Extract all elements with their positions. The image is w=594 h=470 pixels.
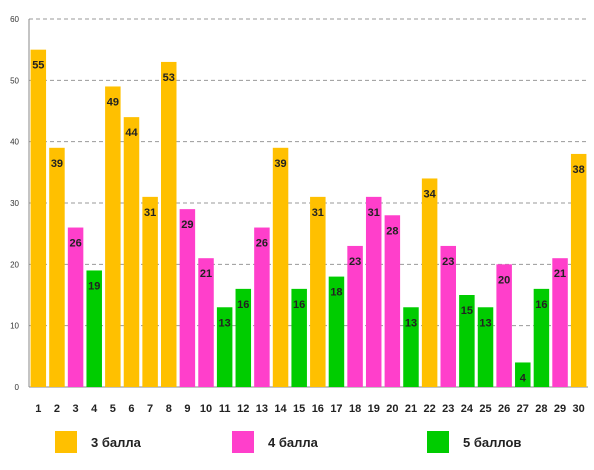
data-label: 21 — [554, 268, 566, 280]
data-label: 44 — [125, 127, 138, 139]
data-label: 31 — [144, 207, 156, 219]
legend-swatch-5 — [427, 431, 449, 453]
y-tick-label: 10 — [10, 322, 19, 331]
x-tick-label: 22 — [423, 403, 435, 415]
x-tick-label: 6 — [128, 403, 134, 415]
x-tick-label: 2 — [54, 403, 60, 415]
data-label: 29 — [181, 219, 193, 231]
legend-item-5: 5 баллов — [427, 430, 521, 454]
data-label: 34 — [423, 188, 436, 200]
x-tick-label: 26 — [498, 403, 510, 415]
x-tick-label: 29 — [554, 403, 566, 415]
bar — [105, 86, 121, 387]
x-tick-label: 11 — [219, 403, 231, 415]
legend-label-5: 5 баллов — [463, 435, 521, 450]
data-label: 26 — [69, 238, 81, 250]
x-tick-label: 28 — [535, 403, 547, 415]
bar — [161, 62, 177, 387]
data-label: 15 — [461, 305, 473, 317]
legend-item-3: 3 балла — [55, 430, 141, 454]
x-tick-label: 23 — [442, 403, 454, 415]
legend-swatch-4 — [232, 431, 254, 453]
x-tick-label: 24 — [461, 403, 474, 415]
x-tick-label: 9 — [184, 403, 190, 415]
data-label: 23 — [442, 256, 454, 268]
data-label: 26 — [256, 238, 268, 250]
bar — [142, 197, 158, 387]
x-tick-label: 20 — [386, 403, 398, 415]
x-tick-label: 3 — [73, 403, 79, 415]
legend-label-3: 3 балла — [91, 435, 141, 450]
data-label: 13 — [405, 317, 417, 329]
data-label: 28 — [386, 225, 398, 237]
legend-item-4: 4 балла — [232, 430, 318, 454]
x-tick-label: 7 — [147, 403, 153, 415]
x-axis-ticks: 1 2 3 4 5 6 7 8 9 10 11 12 13 14 15 16 17 18 19 20 21 22 23 24 2… — [35, 403, 585, 415]
x-tick-label: 12 — [237, 403, 249, 415]
x-tick-label: 13 — [256, 403, 268, 415]
x-tick-label: 21 — [405, 403, 417, 415]
data-label: 19 — [88, 280, 100, 292]
x-tick-label: 4 — [91, 403, 98, 415]
bar — [366, 197, 382, 387]
bar — [124, 117, 140, 387]
y-tick-label: 20 — [10, 260, 19, 269]
bar — [385, 215, 401, 387]
data-label: 13 — [219, 317, 231, 329]
x-tick-label: 25 — [479, 403, 491, 415]
data-label: 39 — [274, 158, 286, 170]
legend-swatch-3 — [55, 431, 77, 453]
x-tick-label: 14 — [274, 403, 287, 415]
bar — [31, 50, 47, 387]
legend-label-4: 4 балла — [268, 435, 318, 450]
y-tick-label: 30 — [10, 199, 19, 208]
bar — [310, 197, 326, 387]
data-label: 16 — [535, 299, 547, 311]
bar — [422, 178, 438, 387]
x-tick-label: 27 — [517, 403, 529, 415]
bar — [49, 148, 64, 387]
data-label: 4 — [520, 372, 527, 384]
x-tick-label: 17 — [330, 403, 342, 415]
y-axis-ticks: 0 10 20 30 40 50 60 — [10, 15, 19, 392]
y-tick-label: 40 — [10, 138, 19, 147]
data-label: 31 — [368, 207, 380, 219]
x-tick-label: 16 — [312, 403, 324, 415]
data-label: 31 — [312, 207, 324, 219]
x-tick-label: 8 — [166, 403, 172, 415]
data-label: 21 — [200, 268, 212, 280]
data-label: 55 — [32, 60, 44, 72]
x-tick-label: 15 — [293, 403, 305, 415]
bar — [68, 228, 84, 387]
data-label: 16 — [293, 299, 305, 311]
x-tick-label: 1 — [35, 403, 41, 415]
data-label: 18 — [330, 287, 342, 299]
bar — [180, 209, 196, 387]
x-tick-label: 18 — [349, 403, 361, 415]
y-tick-label: 0 — [15, 383, 20, 392]
data-label: 39 — [51, 158, 63, 170]
data-label: 38 — [573, 164, 585, 176]
data-label: 16 — [237, 299, 249, 311]
x-tick-label: 10 — [200, 403, 212, 415]
y-tick-label: 60 — [10, 15, 19, 24]
data-label: 53 — [163, 72, 175, 84]
bar — [273, 148, 289, 387]
bar — [571, 154, 587, 387]
data-label: 20 — [498, 274, 510, 286]
x-tick-label: 19 — [368, 403, 380, 415]
data-label: 49 — [107, 96, 119, 108]
x-tick-label: 30 — [573, 403, 585, 415]
y-tick-label: 50 — [10, 76, 19, 85]
x-tick-label: 5 — [110, 403, 116, 415]
data-label: 23 — [349, 256, 361, 268]
bar — [254, 228, 270, 387]
data-label: 13 — [479, 317, 491, 329]
